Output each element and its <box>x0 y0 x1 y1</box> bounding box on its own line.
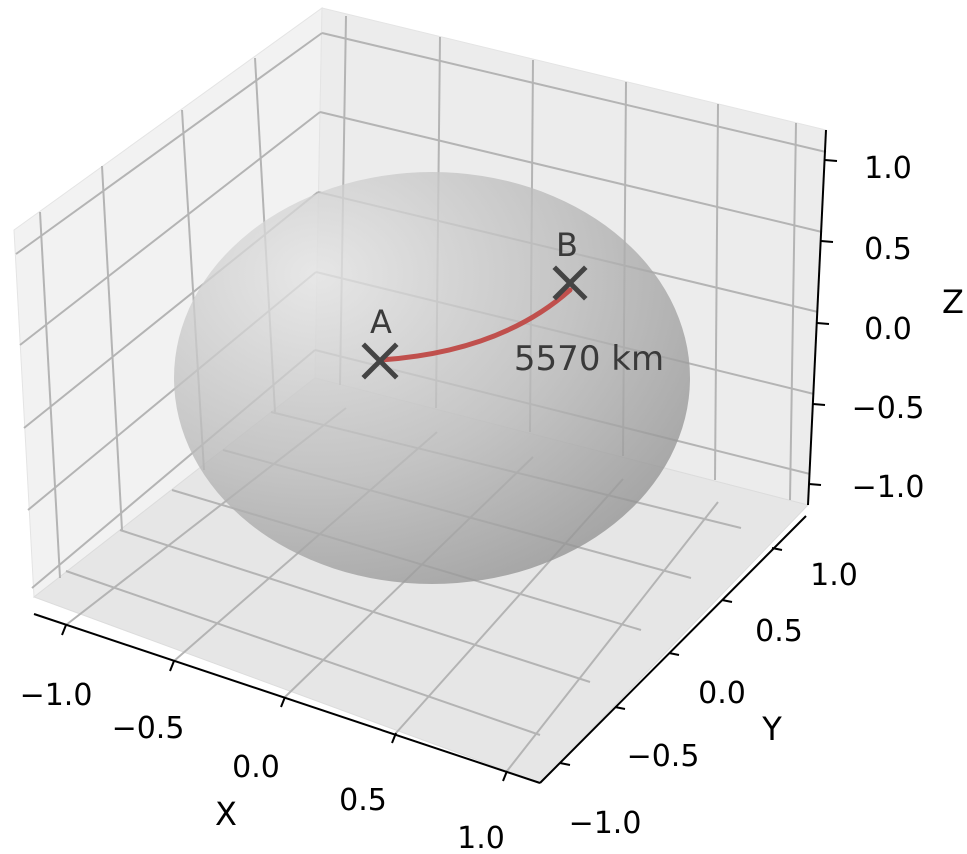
x-axis-label: X <box>215 795 237 833</box>
x-tick-label: 0.5 <box>339 783 387 818</box>
y-axis-label: Y <box>761 710 782 748</box>
tick-marks <box>61 159 838 782</box>
y-tick-mark <box>721 599 733 603</box>
wall-grid-line <box>101 165 123 531</box>
x-axis-line <box>33 613 541 784</box>
z-tick-mark <box>820 240 834 243</box>
y-tick-label: 0.5 <box>755 614 803 649</box>
y-tick-labels: −1.0 −0.5 0.0 0.5 1.0 <box>569 558 858 841</box>
z-tick-label: −1.0 <box>852 470 925 505</box>
y-tick-mark <box>614 706 626 710</box>
z-tick-labels: −1.0 −0.5 0.0 0.5 1.0 <box>852 151 925 505</box>
point-b-marker <box>552 265 588 301</box>
point-b-label: B <box>556 226 578 264</box>
z-axis-label: Z <box>942 283 964 321</box>
z-tick-label: 0.0 <box>864 312 912 347</box>
distance-annotation: 5570 km <box>514 339 664 379</box>
wall-grid-line <box>321 32 827 153</box>
x-tick-labels: −1.0 −0.5 0.0 0.5 1.0 <box>20 678 505 854</box>
great-circle-arc <box>377 287 573 363</box>
x-tick-mark <box>280 696 286 708</box>
x-tick-label: −0.5 <box>112 711 185 746</box>
y-tick-mark <box>559 762 571 766</box>
wall-grid-line <box>39 211 61 579</box>
y-tick-label: 0.0 <box>698 676 746 711</box>
y-tick-label: −0.5 <box>627 739 700 774</box>
x-tick-mark <box>502 770 508 782</box>
y-tick-mark <box>668 652 680 656</box>
y-axis-line <box>539 515 807 784</box>
wall-grid-line <box>789 122 797 501</box>
floor-grid-line <box>119 529 591 683</box>
x-tick-mark <box>61 624 67 636</box>
y-tick-mark <box>771 547 783 551</box>
wall-grid-line <box>19 111 321 346</box>
floor-grid-line <box>65 570 541 736</box>
z-tick-label: −0.5 <box>852 391 925 426</box>
x-tick-mark <box>169 660 175 672</box>
z-tick-mark <box>812 403 826 406</box>
point-a-label: A <box>370 303 392 341</box>
wall-grid-line <box>714 103 719 481</box>
y-tick-label: −1.0 <box>569 806 642 841</box>
z-tick-label: 0.5 <box>864 232 912 267</box>
z-tick-mark <box>808 483 822 486</box>
z-tick-mark <box>816 322 830 325</box>
wall-grid-line <box>319 111 823 233</box>
z-tick-mark <box>824 159 838 162</box>
point-a-marker <box>361 342 399 380</box>
x-tick-label: 1.0 <box>457 821 505 854</box>
x-tick-label: 0.0 <box>232 750 280 785</box>
floor-grid-line <box>506 501 719 772</box>
wall-grid-line <box>15 32 323 255</box>
x-tick-label: −1.0 <box>20 678 93 713</box>
x-tick-mark <box>391 732 397 744</box>
y-tick-label: 1.0 <box>810 558 858 593</box>
z-tick-label: 1.0 <box>864 151 912 186</box>
z-axis-line <box>807 129 827 506</box>
